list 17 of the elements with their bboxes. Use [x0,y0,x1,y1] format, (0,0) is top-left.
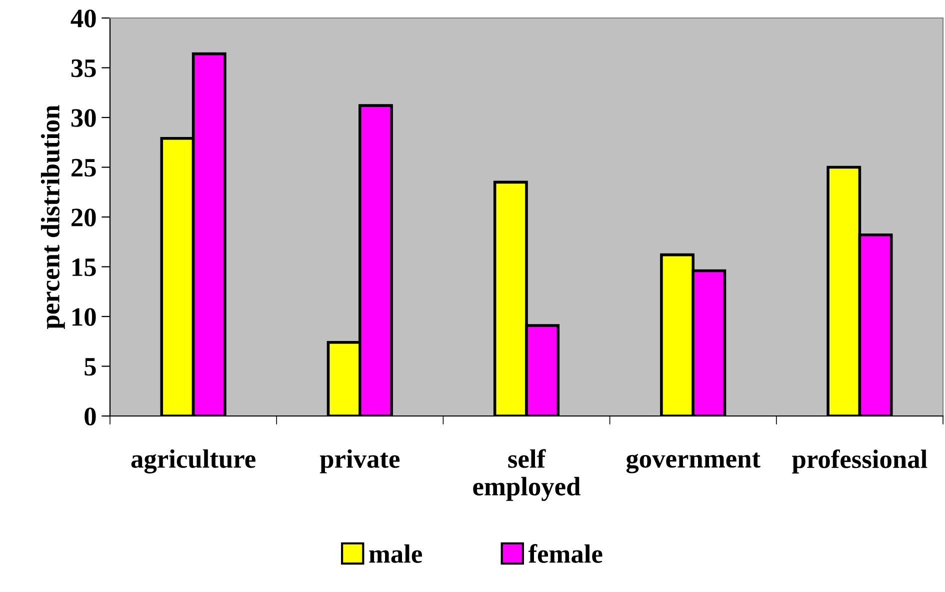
legend-label: male [369,544,422,563]
x-tick-label: self employed [473,449,580,501]
y-tick-label: 30 [71,109,96,127]
y-axis-title: percent distribution [40,105,65,329]
y-tick-label: 25 [72,158,96,177]
x-tick-label: professional [792,449,928,474]
y-tick-label: 15 [72,258,96,276]
x-tick-label: government [626,452,760,474]
y-tick-label: 35 [71,59,96,78]
y-tick-label: 10 [72,308,96,326]
y-tick-label: 40 [70,10,96,28]
y-tick-label: 5 [84,358,96,376]
x-tick-label: private [320,449,400,474]
y-tick-label: 20 [72,208,96,226]
x-tick-label: agriculture [131,449,256,474]
legend-label: female [528,544,602,563]
y-tick-label: 0 [84,408,96,426]
